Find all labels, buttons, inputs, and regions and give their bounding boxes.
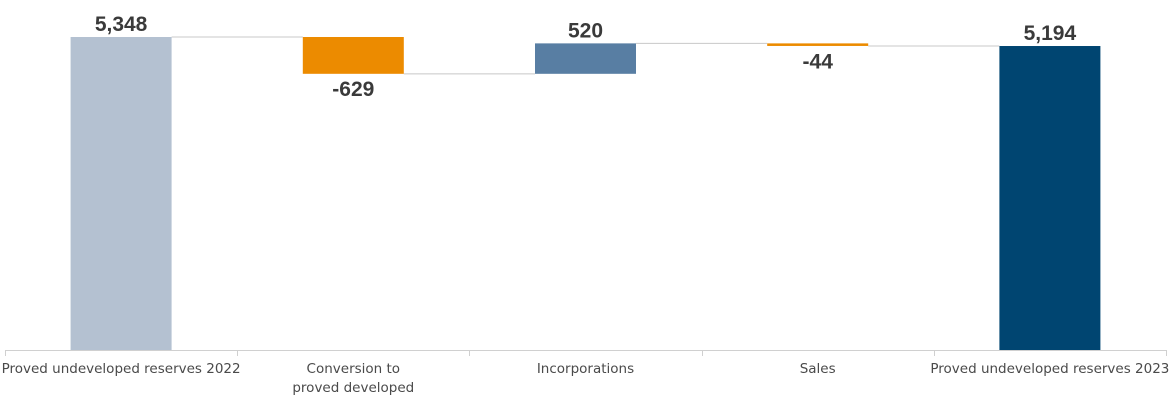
x-tick-label: Proved undeveloped reserves 2022 (2, 361, 241, 377)
data-label: 5,194 (1024, 22, 1077, 45)
waterfall-bar (302, 37, 404, 74)
x-tick-label: Incorporations (537, 361, 634, 377)
data-label: 5,348 (95, 13, 148, 36)
data-label: -629 (332, 78, 374, 101)
x-tick-label: Sales (800, 361, 836, 377)
x-tick-label: proved developed (292, 380, 414, 396)
data-label: 520 (568, 19, 603, 42)
waterfall-bar (70, 37, 172, 350)
waterfall-bar (767, 43, 869, 46)
waterfall-bar (999, 46, 1101, 350)
waterfall-bar (535, 43, 636, 74)
x-tick-label: Proved undeveloped reserves 2023 (930, 361, 1169, 377)
x-tick-label: Conversion to (307, 361, 401, 377)
data-label: -44 (803, 50, 834, 73)
